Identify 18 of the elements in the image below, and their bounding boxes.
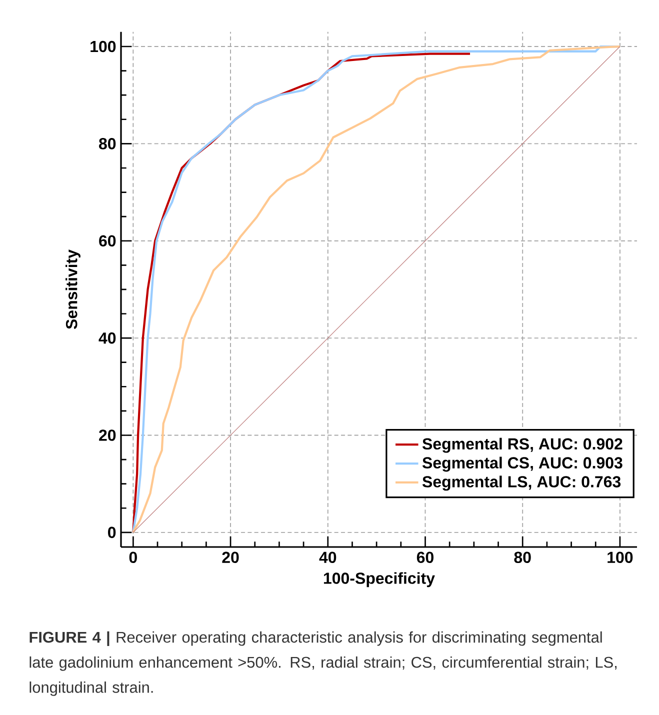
x-tick-label: 0 — [129, 552, 137, 564]
x-tick-label: 20 — [222, 552, 239, 564]
legend-label: Segmental RS, AUC: 0.902 — [422, 438, 622, 453]
y-tick-label: 40 — [98, 332, 116, 344]
legend-label: Segmental LS, AUC: 0.763 — [422, 476, 621, 491]
text: FIGURE 4 | Receiver operating characteristic analysis for discriminating segmental late gadolinium enhancement >50%. RS, radial strain; CS, circumferential strain; LS, longitudinal strain. — [30, 631, 617, 696]
x-tick-label: 40 — [319, 552, 336, 564]
legend-label: Segmental CS, AUC: 0.903 — [422, 456, 622, 472]
x-tick-label: 80 — [514, 552, 531, 564]
y-tick-label: 100 — [90, 40, 116, 52]
x-axis-title: 100-Specificity — [324, 572, 435, 588]
x-tick-label: 100 — [608, 552, 633, 564]
y-tick-label: 20 — [99, 430, 116, 441]
y-tick-label: 80 — [98, 138, 116, 150]
y-tick-label: 60 — [99, 235, 116, 247]
y-axis-title: Sensitivity — [66, 250, 80, 330]
y-tick-label: 0 — [108, 526, 116, 538]
x-tick-label: 60 — [416, 552, 434, 564]
